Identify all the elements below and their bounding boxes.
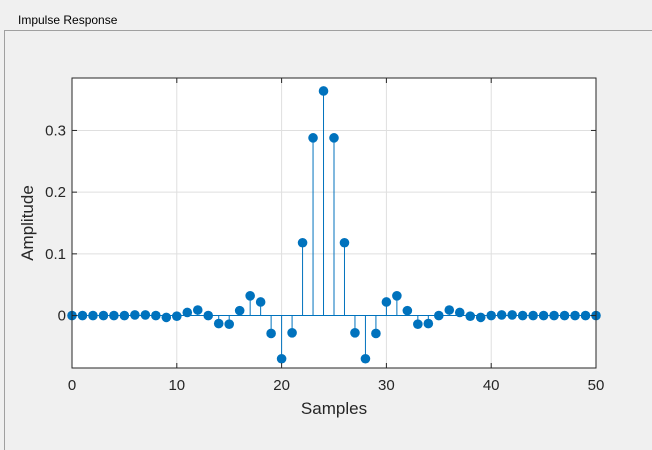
stem-marker (140, 310, 151, 320)
stem-marker (496, 310, 507, 320)
x-tick-label: 40 (483, 377, 500, 394)
plot-frame (71, 77, 597, 369)
stem-marker (308, 133, 318, 143)
stem-marker (570, 310, 580, 321)
stem-marker (486, 310, 497, 321)
stem-marker (192, 305, 203, 315)
stem-marker (475, 312, 486, 323)
stem-marker (329, 133, 339, 143)
y-axis-label: Amplitude (18, 185, 37, 261)
stem-marker (528, 310, 538, 321)
y-tick-label: 0.1 (45, 246, 66, 263)
stem-marker (109, 310, 119, 321)
stem-marker (266, 328, 276, 339)
stem-marker (559, 310, 570, 321)
x-tick-label: 10 (168, 377, 185, 394)
stem-marker (371, 328, 381, 339)
axis-ticks: 0 10 20 30 40 50 0 0.1 0.2 0.3 (45, 78, 604, 394)
panel-border-top-right (128, 30, 652, 31)
stem-marker (151, 310, 161, 321)
y-tick-label: 0.2 (45, 184, 66, 201)
stem-marker (172, 311, 182, 321)
stem-marker (580, 310, 591, 321)
stem-marker (350, 328, 360, 338)
panel-border-top-left (4, 30, 16, 31)
stem-marker (182, 307, 193, 318)
stem-marker (224, 319, 234, 329)
stem-marker (88, 310, 98, 321)
stem-marker (255, 297, 266, 307)
stem-marker (549, 310, 559, 321)
stem-marker (77, 310, 88, 321)
y-tick-label: 0.3 (45, 122, 66, 139)
stem-marker (517, 310, 528, 321)
stem-marker (434, 310, 444, 321)
x-axis-label: Samples (301, 399, 367, 418)
stem-marker (297, 237, 308, 248)
panel-title: Impulse Response (16, 13, 120, 27)
stem-marker (119, 310, 130, 321)
stem-marker (245, 291, 255, 301)
stem-marker (161, 312, 172, 323)
y-tick-label: 0 (58, 308, 66, 325)
stem-marker (392, 291, 402, 301)
x-tick-label: 50 (588, 377, 605, 394)
stem-marker (287, 328, 297, 338)
x-tick-label: 0 (68, 377, 76, 394)
stem-marker (538, 310, 549, 321)
stem-marker (318, 86, 329, 96)
impulse-response-chart: 0 10 20 30 40 50 0 0.1 0.2 0.3 Samples Amplitude (18, 77, 604, 418)
stem-marker (381, 297, 392, 307)
stem-marker (507, 310, 517, 320)
stem-marker (339, 237, 350, 248)
stem-marker (444, 305, 455, 315)
stem-marker (423, 318, 434, 329)
x-tick-label: 30 (378, 377, 395, 394)
stem-marker (203, 310, 214, 321)
stem-marker (465, 311, 476, 321)
stem-marker (276, 353, 287, 364)
markers (67, 86, 601, 364)
x-tick-label: 20 (273, 377, 290, 394)
stem-marker (213, 318, 224, 329)
stem-marker (130, 310, 140, 320)
stem-marker (360, 353, 371, 364)
stem-marker (402, 305, 413, 316)
stem-marker (413, 319, 423, 329)
stem-marker (234, 305, 245, 316)
stem-marker (454, 307, 465, 318)
stem-marker (98, 310, 109, 321)
